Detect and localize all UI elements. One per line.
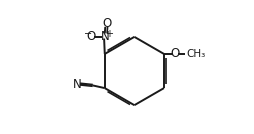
Text: O: O	[102, 17, 112, 30]
Text: −: −	[84, 29, 92, 39]
Text: O: O	[171, 47, 180, 60]
Text: CH₃: CH₃	[186, 49, 205, 59]
Text: N: N	[73, 78, 82, 91]
Text: O: O	[87, 30, 96, 43]
Text: +: +	[105, 29, 113, 39]
Text: N: N	[101, 30, 110, 43]
